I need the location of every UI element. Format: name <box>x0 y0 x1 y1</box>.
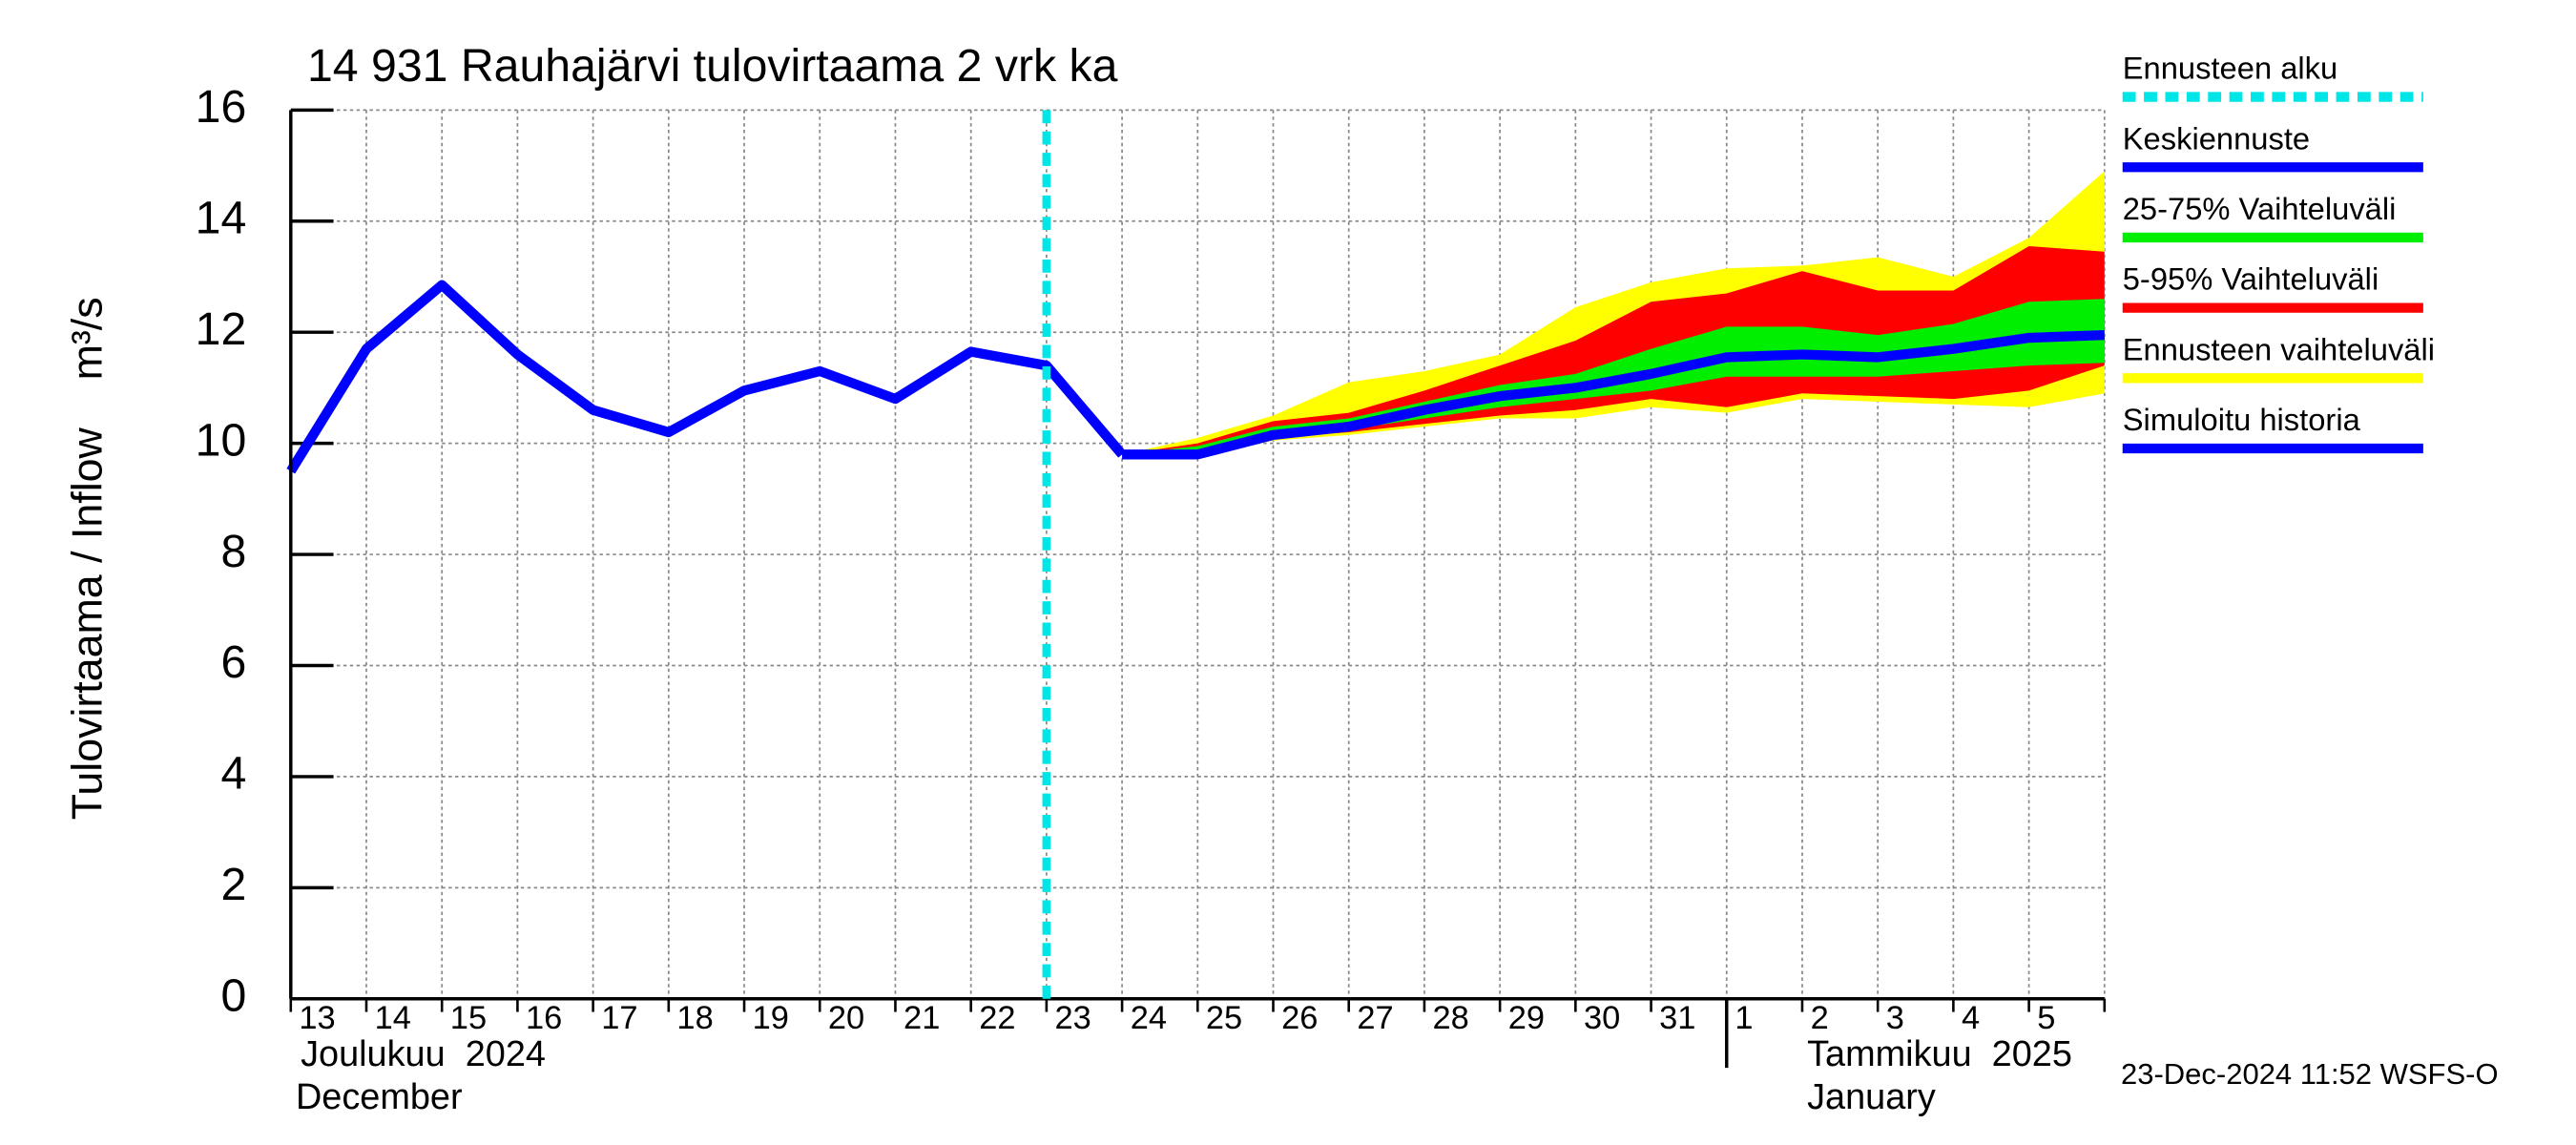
x-tick-label: 17 <box>601 1000 637 1036</box>
x-tick-label: 31 <box>1659 1000 1695 1036</box>
x-tick-label: 3 <box>1886 1000 1904 1036</box>
x-tick-label: 24 <box>1131 1000 1167 1036</box>
x-tick-label: 23 <box>1054 1000 1091 1036</box>
x-tick-label: 26 <box>1281 1000 1318 1036</box>
month-label: Joulukuu 2024 <box>301 1034 546 1074</box>
x-tick-label: 27 <box>1357 1000 1393 1036</box>
x-tick-label: 29 <box>1508 1000 1545 1036</box>
x-tick-label: 28 <box>1433 1000 1469 1036</box>
legend-label: Ennusteen alku <box>2123 51 2337 86</box>
x-tick-label: 18 <box>676 1000 713 1036</box>
chart-title: 14 931 Rauhajärvi tulovirtaama 2 vrk ka <box>307 40 1118 92</box>
legend-label: Simuloitu historia <box>2123 402 2361 437</box>
y-tick-label: 14 <box>196 193 247 244</box>
band <box>1122 245 2105 455</box>
y-axis-label: Tulovirtaama / Inflow m³/s <box>64 297 112 820</box>
y-tick-label: 16 <box>196 81 247 133</box>
x-tick-label: 13 <box>299 1000 335 1036</box>
legend-label: Ennusteen vaihteluväli <box>2123 331 2435 366</box>
y-tick-label: 12 <box>196 303 247 355</box>
x-tick-label: 20 <box>828 1000 864 1036</box>
timestamp: 23-Dec-2024 11:52 WSFS-O <box>2121 1057 2499 1091</box>
x-tick-label: 30 <box>1584 1000 1620 1036</box>
x-tick-label: 19 <box>753 1000 789 1036</box>
x-tick-label: 15 <box>450 1000 487 1036</box>
legend-label: 5-95% Vaihteluväli <box>2123 261 2379 297</box>
y-tick-label: 6 <box>220 636 246 688</box>
x-tick-label: 5 <box>2037 1000 2055 1036</box>
series-line <box>1122 329 2105 460</box>
x-tick-label: 16 <box>526 1000 562 1036</box>
x-tick-label: 14 <box>375 1000 411 1036</box>
legend-label: 25-75% Vaihteluväli <box>2123 191 2397 226</box>
y-tick-label: 10 <box>196 414 247 466</box>
month-label: Tammikuu 2025 <box>1807 1034 2072 1074</box>
x-tick-label: 25 <box>1206 1000 1242 1036</box>
y-tick-label: 4 <box>220 748 246 800</box>
x-tick-label: 22 <box>979 1000 1015 1036</box>
y-tick-label: 8 <box>220 526 246 577</box>
y-tick-label: 0 <box>220 970 246 1022</box>
month-label: January <box>1807 1077 1936 1117</box>
x-tick-label: 21 <box>904 1000 940 1036</box>
series-line <box>286 280 1127 474</box>
x-tick-label: 1 <box>1735 1000 1753 1036</box>
month-label: December <box>296 1077 463 1117</box>
y-tick-label: 2 <box>220 859 246 910</box>
legend-label: Keskiennuste <box>2123 120 2310 156</box>
x-tick-label: 4 <box>1962 1000 1980 1036</box>
x-tick-label: 2 <box>1811 1000 1829 1036</box>
